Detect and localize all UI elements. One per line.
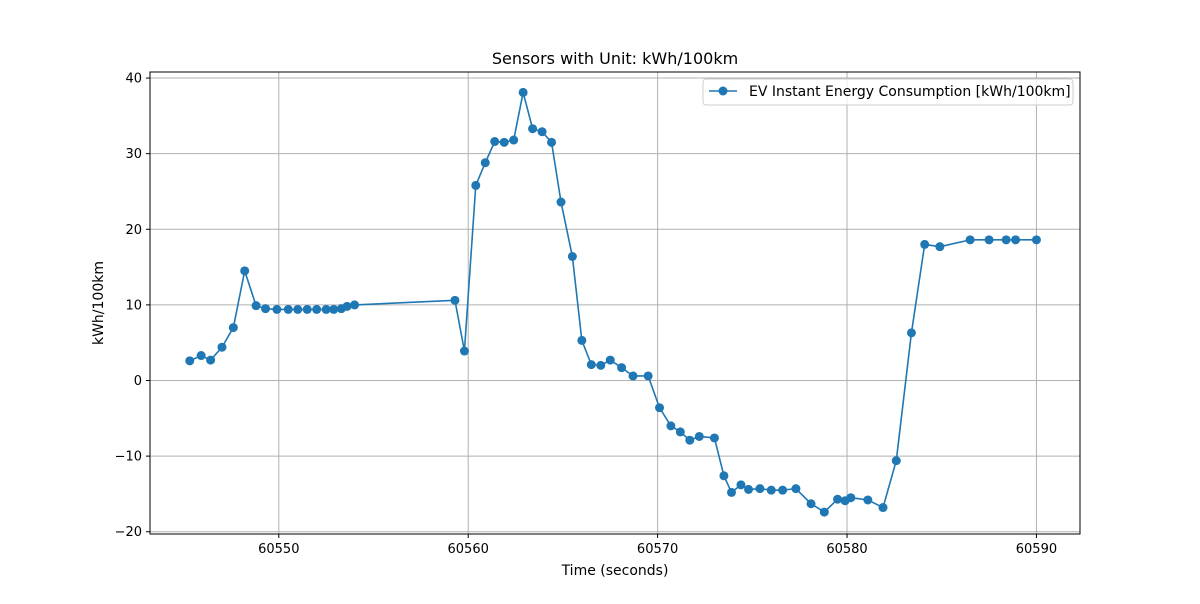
- data-point: [567, 252, 577, 261]
- data-point: [302, 304, 312, 314]
- data-point: [251, 301, 261, 311]
- legend-box: [702, 78, 1074, 106]
- data-point: [675, 427, 685, 437]
- x-tick-label: 60580: [826, 542, 867, 557]
- data-point: [891, 456, 901, 466]
- data-point: [709, 433, 719, 443]
- data-point: [206, 355, 216, 365]
- data-point: [628, 371, 638, 381]
- chart-title: Sensors with Unit: kWh/100km: [492, 49, 738, 68]
- data-point: [217, 342, 227, 352]
- data-point: [471, 180, 481, 190]
- data-point: [293, 304, 303, 314]
- x-tick-label: 60550: [258, 542, 299, 557]
- y-tick-label: 10: [125, 298, 142, 313]
- data-point: [490, 137, 500, 147]
- legend: EV Instant Energy Consumption [kWh/100km…: [702, 78, 1074, 106]
- data-point: [1001, 235, 1011, 245]
- data-point: [240, 266, 250, 276]
- data-point: [283, 304, 293, 314]
- data-point: [499, 137, 509, 147]
- y-axis-label: kWh/100km: [91, 261, 107, 345]
- x-tick-label: 60570: [637, 542, 678, 557]
- data-point: [342, 301, 352, 311]
- data-point: [685, 435, 695, 445]
- data-point: [833, 494, 843, 504]
- plot-frame: [149, 71, 1081, 535]
- data-point: [819, 507, 829, 517]
- data-point: [906, 328, 916, 338]
- data-point: [185, 356, 195, 366]
- data-point: [935, 242, 945, 252]
- data-point: [666, 421, 676, 431]
- x-axis-label: Time (seconds): [561, 563, 669, 579]
- data-point: [778, 485, 788, 495]
- data-point: [272, 304, 282, 314]
- grid: [150, 72, 1080, 534]
- data-point: [577, 335, 587, 345]
- data-point: [312, 304, 322, 314]
- data-point: [556, 197, 566, 207]
- data-point: [605, 355, 615, 365]
- data-point: [755, 484, 765, 494]
- legend-label: EV Instant Energy Consumption [kWh/100km…: [749, 84, 1071, 100]
- x-tick-label: 60590: [1016, 542, 1057, 557]
- data-point: [321, 304, 331, 314]
- y-tick-label: 30: [125, 147, 142, 162]
- data-point: [719, 471, 729, 481]
- ticks: 60550 60560 60570 60580 60590 −20 −10 0 10 20 30 40: [115, 72, 1058, 557]
- data-point: [528, 124, 538, 134]
- data-point: [586, 360, 596, 370]
- data-point: [617, 363, 627, 373]
- data-point: [984, 235, 994, 245]
- data-point: [791, 484, 801, 494]
- data-point: [261, 304, 271, 314]
- data-point: [509, 135, 519, 145]
- data-point: [196, 351, 206, 361]
- y-tick-label: −20: [115, 525, 142, 540]
- y-tick-label: −10: [115, 450, 142, 465]
- data-point: [518, 87, 528, 97]
- y-tick-label: 0: [134, 374, 142, 389]
- data-point: [459, 346, 469, 356]
- data-point: [547, 137, 557, 147]
- y-tick-label: 20: [125, 223, 142, 238]
- data-point: [537, 127, 547, 137]
- data-point: [736, 480, 746, 490]
- data-point: [1011, 235, 1021, 245]
- data-point: [450, 295, 460, 305]
- data-point: [863, 495, 873, 505]
- data-point: [806, 499, 816, 509]
- y-tick-label: 40: [125, 72, 142, 87]
- data-point: [1031, 235, 1041, 245]
- data-point: [920, 239, 930, 249]
- data-point: [726, 487, 736, 497]
- series-layer: [185, 87, 1041, 517]
- data-point: [846, 493, 856, 503]
- data-point: [655, 403, 665, 413]
- data-point: [350, 300, 360, 310]
- data-point: [596, 360, 606, 370]
- legend-marker: [718, 86, 728, 96]
- data-point: [329, 304, 339, 314]
- data-point: [694, 431, 704, 441]
- data-point: [878, 503, 888, 513]
- data-point: [643, 371, 653, 381]
- data-point: [766, 485, 776, 495]
- data-point: [228, 323, 238, 333]
- data-point: [744, 484, 754, 494]
- data-point: [965, 235, 975, 245]
- x-tick-label: 60560: [448, 542, 489, 557]
- data-point: [480, 158, 490, 168]
